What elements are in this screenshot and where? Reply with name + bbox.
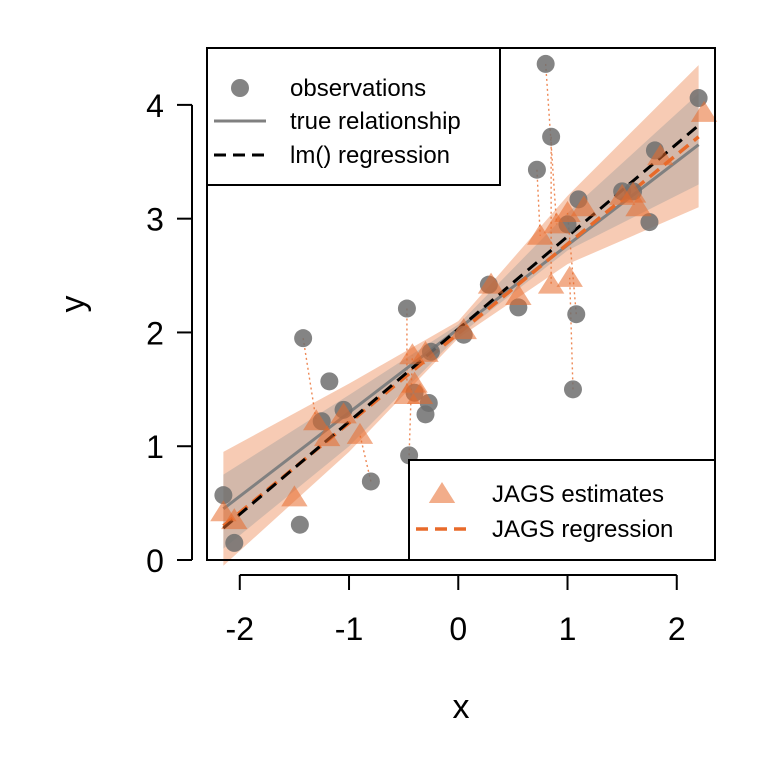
jags-estimate-point bbox=[647, 144, 674, 166]
y-tick-label: 4 bbox=[146, 88, 164, 124]
observation-point bbox=[290, 515, 309, 534]
jags-estimate-point bbox=[330, 402, 357, 424]
connector-line bbox=[566, 212, 577, 315]
observation-point bbox=[567, 305, 586, 324]
jags-estimate-point bbox=[625, 195, 652, 217]
x-axis-title: x bbox=[453, 688, 470, 726]
observation-point bbox=[397, 299, 416, 318]
jags-estimate-point bbox=[537, 272, 565, 294]
legend-top-label: true relationship bbox=[290, 108, 461, 135]
x-tick-label: 0 bbox=[449, 611, 467, 647]
jags-estimate-point bbox=[303, 409, 330, 431]
jags-estimate-point bbox=[556, 265, 583, 287]
observation-point bbox=[536, 54, 555, 73]
legend-bottom: JAGS estimates JAGS regression bbox=[408, 459, 716, 561]
observation-point bbox=[225, 533, 244, 552]
observation-point bbox=[542, 127, 561, 146]
legend-jags-estimates-swatch bbox=[428, 482, 456, 503]
observation-point bbox=[294, 329, 313, 348]
x-tick-label: -2 bbox=[226, 611, 254, 647]
connector-line bbox=[408, 355, 414, 456]
legend-bottom-label: JAGS estimates bbox=[492, 481, 664, 508]
jags-estimate-point bbox=[406, 383, 434, 405]
jags-estimate-point bbox=[554, 200, 581, 222]
jags-estimate-point bbox=[450, 318, 477, 340]
x-tick-label: 2 bbox=[668, 611, 686, 647]
y-tick-label: 3 bbox=[146, 202, 164, 238]
y-tick-label: 0 bbox=[146, 543, 164, 579]
x-tick-label: -1 bbox=[335, 611, 363, 647]
y-axis-title: y bbox=[54, 296, 92, 313]
jags-estimate-point bbox=[221, 508, 248, 530]
jags-estimate-points bbox=[210, 100, 718, 530]
jags-estimate-point bbox=[412, 340, 439, 362]
connector-line bbox=[302, 338, 317, 422]
observation-point bbox=[214, 486, 233, 505]
jags-estimate-point bbox=[281, 485, 308, 507]
legend-top-label: lm() regression bbox=[290, 142, 450, 169]
observation-point bbox=[527, 160, 546, 179]
jags-estimate-point bbox=[527, 223, 554, 245]
y-tick-label: 2 bbox=[146, 315, 164, 351]
x-tick-label: 1 bbox=[559, 611, 577, 647]
legend-bottom-box bbox=[408, 459, 716, 561]
jags-estimate-point bbox=[313, 425, 341, 447]
jags-estimate-point bbox=[477, 272, 505, 294]
jags-estimate-point bbox=[543, 212, 570, 234]
observation-point bbox=[640, 213, 659, 232]
jags-estimate-point bbox=[570, 195, 598, 217]
y-tick-label: 1 bbox=[146, 429, 164, 465]
observation-point bbox=[320, 372, 339, 391]
jags-estimate-point bbox=[346, 422, 374, 444]
observation-point bbox=[361, 472, 380, 491]
legend-bottom-label: JAGS regression bbox=[492, 516, 673, 543]
jags-estimate-point bbox=[505, 284, 532, 306]
axes: -2 -1 0 1 2 0 1 2 3 4 bbox=[146, 88, 686, 647]
legend-top: observations true relationship lm() regres… bbox=[206, 47, 501, 186]
legend-top-label: observations bbox=[290, 75, 426, 102]
legend-observations-swatch bbox=[231, 79, 249, 97]
observation-point bbox=[563, 380, 582, 399]
connector-line bbox=[569, 277, 574, 390]
legend-top-box bbox=[206, 47, 501, 186]
jags-estimate-point bbox=[690, 100, 718, 122]
